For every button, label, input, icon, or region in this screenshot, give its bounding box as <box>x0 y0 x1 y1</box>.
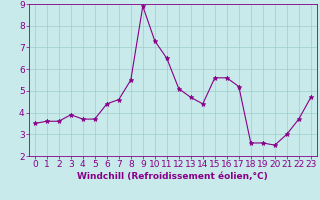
X-axis label: Windchill (Refroidissement éolien,°C): Windchill (Refroidissement éolien,°C) <box>77 172 268 181</box>
